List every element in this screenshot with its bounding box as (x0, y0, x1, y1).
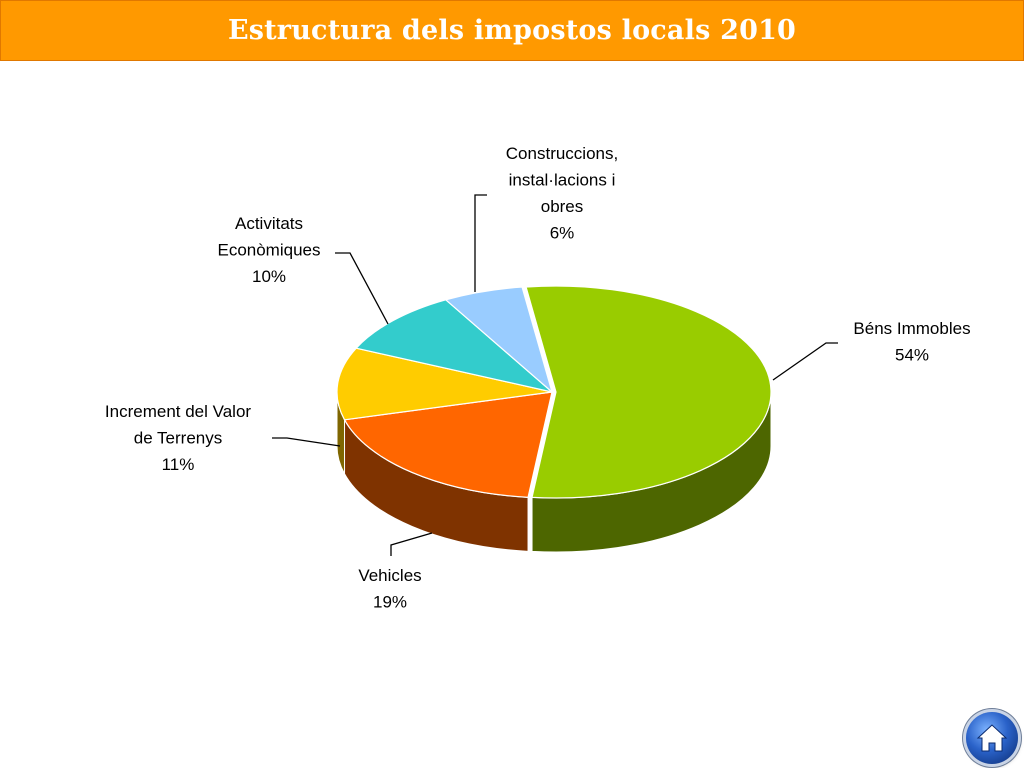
data-label-0-0: Béns Immobles (853, 319, 970, 338)
data-label-4-0: Construccions, (506, 144, 618, 163)
leader-line-3 (335, 252, 389, 325)
data-label-percent-1: 19% (373, 593, 407, 612)
pie-slice-4 (445, 286, 553, 393)
leader-line-1 (390, 532, 433, 556)
data-label-1-0: Vehicles (358, 566, 421, 585)
data-label-3-1: Econòmiques (217, 241, 320, 260)
title-bar: Estructura dels impostos locals 2010 (0, 0, 1024, 61)
pie-slice-2 (336, 347, 553, 421)
pie-slice-3 (355, 299, 553, 393)
data-label-2-0: Increment del Valor (105, 402, 251, 421)
home-button[interactable] (966, 712, 1018, 764)
data-label-3-0: Activitats (235, 214, 303, 233)
pie-tops (336, 285, 772, 499)
data-label-percent-2: 11% (162, 455, 195, 474)
data-label-percent-0: 54% (895, 346, 929, 365)
home-icon (976, 724, 1008, 752)
pie-slice-0 (525, 285, 772, 499)
data-label-percent-3: 10% (252, 267, 286, 286)
pie-chart: Béns Immobles 54% Vehicles 19% Increment del… (105, 144, 971, 612)
leader-line-2 (272, 437, 341, 447)
pie-slice-1 (343, 391, 553, 498)
data-label-2-1: de Terrenys (134, 429, 223, 448)
data-label-4-1: instal·lacions i (509, 171, 616, 190)
data-label-4-2: obres (541, 197, 584, 216)
data-label-percent-4: 6% (550, 224, 575, 243)
page-title: Estructura dels impostos locals 2010 (227, 15, 797, 46)
leader-line-0 (772, 342, 838, 381)
leader-line-4 (474, 194, 487, 292)
